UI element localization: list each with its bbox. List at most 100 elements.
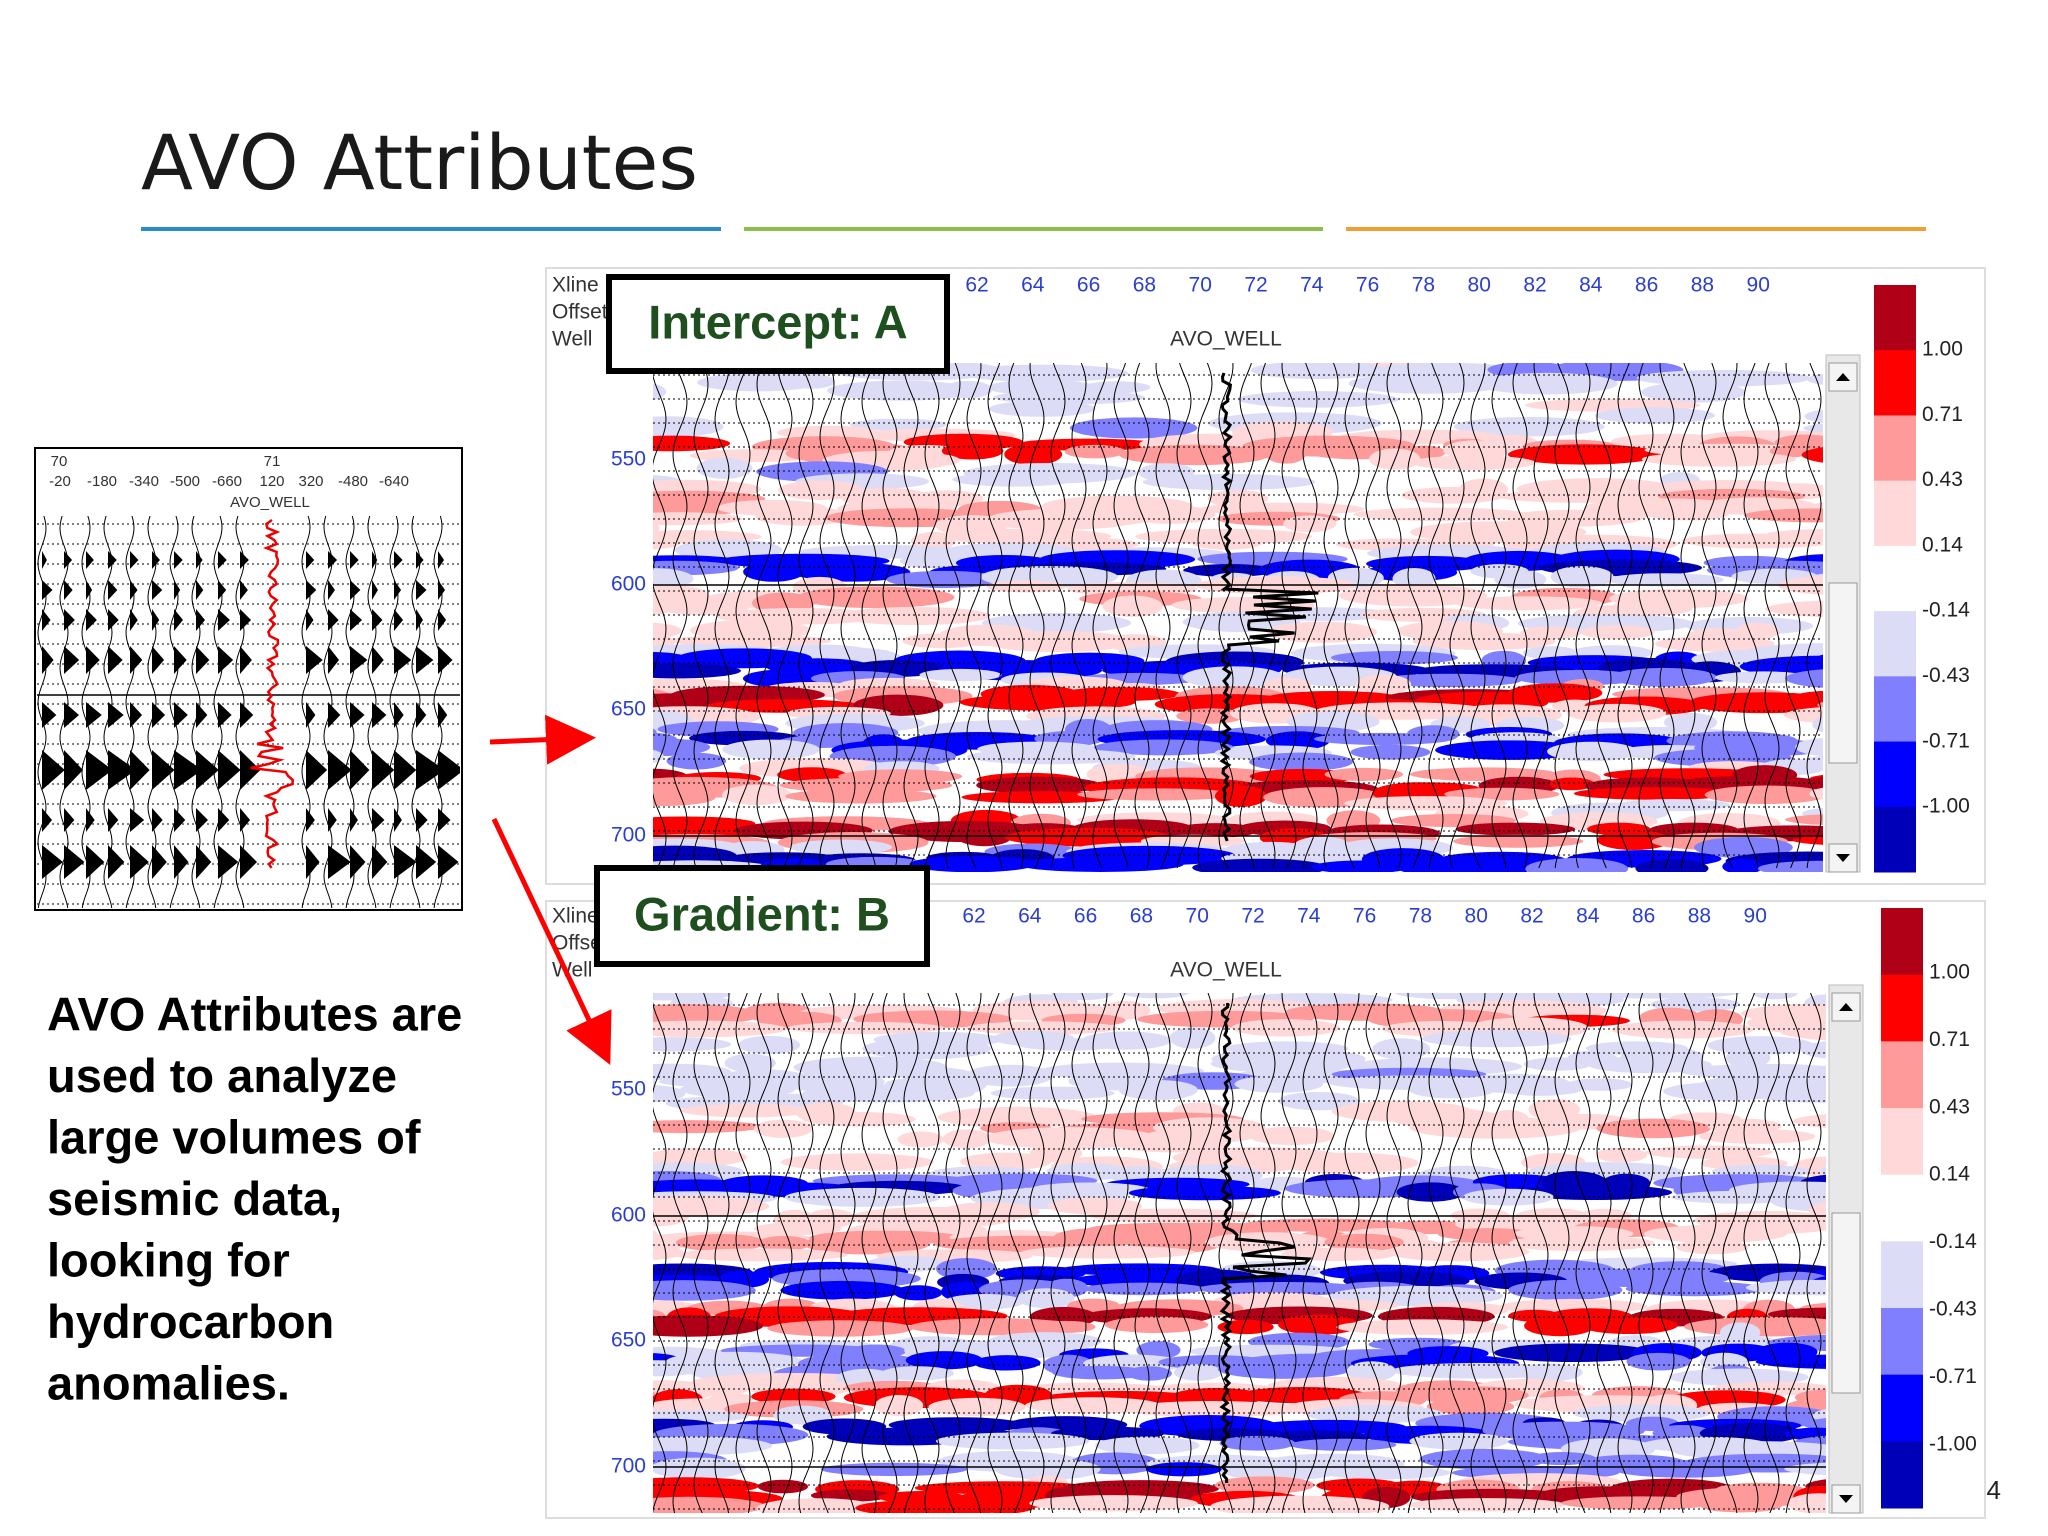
trace-peak — [42, 551, 47, 569]
xline-tick: 84 — [1576, 905, 1600, 928]
amplitude-blob — [1675, 1239, 1749, 1255]
amplitude-blob — [1528, 1452, 1596, 1466]
time-tick: 600 — [611, 1204, 646, 1227]
amplitude-blob — [1052, 1365, 1150, 1380]
trace — [735, 363, 751, 869]
trace-peak — [438, 609, 447, 631]
trace — [1449, 363, 1465, 869]
colorbar-label: 0.43 — [1929, 1095, 1970, 1118]
trace-peak — [328, 750, 352, 790]
trace-peak — [174, 702, 188, 728]
amplitude-blob — [936, 1258, 997, 1280]
trace — [1323, 993, 1339, 1513]
xline-tick: 88 — [1688, 905, 1711, 928]
amplitude-blob — [1135, 528, 1313, 545]
trace — [1008, 993, 1024, 1513]
amplitude-blob — [777, 767, 847, 783]
amplitude-blob — [1314, 732, 1452, 745]
amplitude-blob — [1324, 767, 1404, 781]
trace-peak — [42, 808, 53, 832]
inset-offset: -340 — [129, 473, 159, 490]
trace-peak — [108, 646, 123, 674]
xline-tick: 72 — [1241, 905, 1264, 928]
trace — [1197, 993, 1213, 1513]
trace — [1071, 363, 1087, 869]
trace — [1155, 363, 1171, 869]
arrow — [491, 817, 612, 1066]
trace-peak — [328, 845, 351, 879]
trace-peak — [130, 750, 150, 790]
trace-peak — [218, 646, 234, 674]
trace-peak — [350, 609, 363, 631]
amplitude-blob — [994, 1458, 1101, 1480]
amplitude-blob — [656, 599, 750, 615]
trace — [1386, 993, 1402, 1513]
trace-peak — [174, 609, 184, 631]
trace — [1092, 363, 1108, 869]
trace-peak — [416, 845, 437, 879]
trace-peak — [42, 646, 54, 674]
scroll-thumb[interactable] — [1828, 582, 1858, 764]
amplitude-blob — [653, 1085, 686, 1103]
amplitude-blob — [1348, 373, 1510, 394]
amplitude-blob — [1283, 515, 1337, 533]
time-tick: 550 — [611, 448, 646, 471]
scroll-arrow — [1836, 373, 1850, 381]
amplitude-blob — [653, 1148, 747, 1167]
colorbar-swatch — [1881, 974, 1923, 1042]
time-tick: 550 — [611, 1078, 646, 1101]
trace-peak — [196, 646, 210, 674]
trace-peak — [86, 646, 100, 674]
amplitude-blob — [1419, 1448, 1550, 1470]
amplitude-blob — [784, 1187, 941, 1207]
trace-peak — [152, 702, 166, 728]
amplitude-blob — [1263, 677, 1312, 694]
trace-peak — [42, 609, 51, 631]
xline-tick: 70 — [1189, 274, 1212, 297]
trace — [777, 993, 793, 1513]
amplitude-blob — [1547, 741, 1638, 762]
trace — [1659, 993, 1675, 1513]
scroll-arrow — [1839, 1003, 1853, 1011]
amplitude-blob — [914, 454, 960, 467]
amplitude-blob — [1029, 1495, 1198, 1512]
trace — [1344, 363, 1360, 869]
amplitude-blob — [1435, 740, 1584, 760]
trace-peak — [328, 551, 338, 569]
scroll-button[interactable] — [1831, 1484, 1861, 1514]
amplitude-blob — [1047, 1197, 1143, 1215]
amplitude-blob — [1561, 1496, 1720, 1510]
trace — [1806, 993, 1822, 1513]
amplitude-blob — [928, 1397, 1026, 1417]
amplitude-blob — [1452, 834, 1584, 848]
amplitude-blob — [1784, 1462, 1826, 1476]
amplitude-blob — [993, 390, 1145, 405]
trace-peak — [152, 609, 160, 631]
amplitude-blob — [1021, 1245, 1196, 1259]
amplitude-blob — [1668, 1368, 1809, 1386]
amplitude-blob — [1606, 573, 1724, 587]
amplitude-blob — [902, 633, 982, 649]
trace — [1491, 363, 1507, 869]
amplitude-blob — [1240, 1218, 1406, 1232]
trace-peak — [86, 580, 93, 600]
header-label: Xline — [552, 905, 599, 928]
amplitude-blob — [785, 789, 937, 804]
colorbar-label: 0.71 — [1929, 1028, 1970, 1051]
amplitude-blob — [1219, 1435, 1296, 1451]
panel-label: Intercept: A — [648, 295, 907, 348]
scroll-thumb[interactable] — [1831, 1212, 1861, 1394]
trace-peak — [130, 551, 139, 569]
xline-tick: 86 — [1632, 905, 1655, 928]
trace-peak — [86, 551, 94, 569]
amplitude-blob — [897, 1131, 944, 1148]
amplitude-blob — [1289, 1438, 1397, 1451]
amplitude-blob — [960, 364, 1129, 382]
trace — [653, 1001, 667, 1513]
amplitude-blob — [880, 1366, 954, 1381]
trace — [1071, 993, 1087, 1513]
trace — [1365, 363, 1381, 869]
trace — [1785, 363, 1801, 869]
colorbar-swatch — [1881, 1374, 1923, 1442]
trace-peak — [306, 702, 316, 728]
